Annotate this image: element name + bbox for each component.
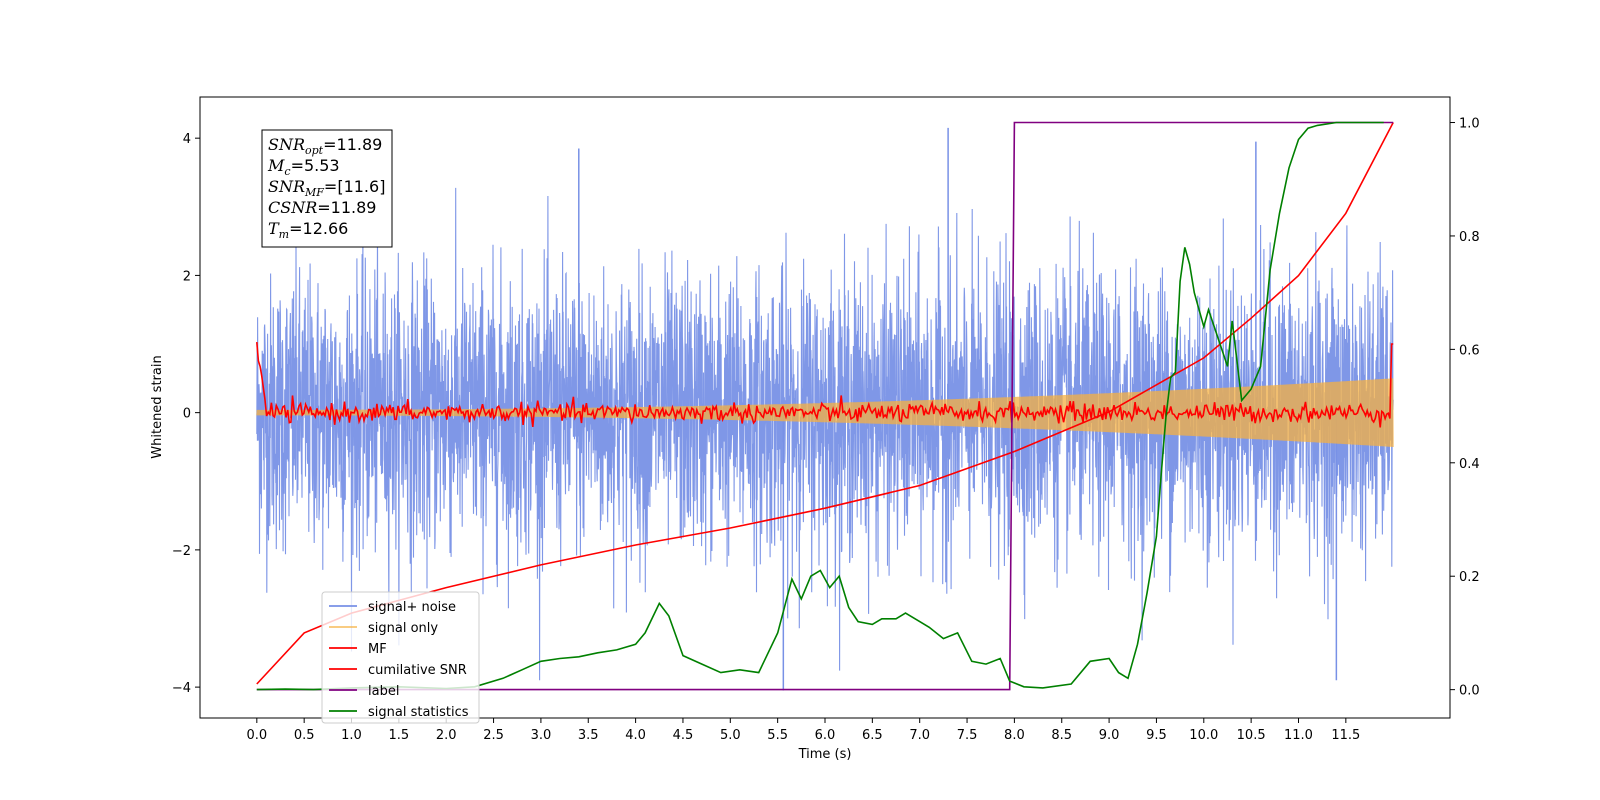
x-tick-label: 11.5 xyxy=(1331,728,1360,743)
annotation-line: SNRMF=[11.6] xyxy=(268,177,385,199)
x-tick-label: 7.5 xyxy=(957,728,978,743)
x-tick-label: 1.5 xyxy=(389,728,410,743)
series-label xyxy=(256,121,1394,691)
y-tick-label-right: 0.2 xyxy=(1459,570,1480,585)
stats-annotation-box: SNRopt=11.89Mc=5.53SNRMF=[11.6]CSNR=11.8… xyxy=(261,129,393,248)
x-tick-label: 3.5 xyxy=(578,728,599,743)
y-axis-label: Whitened strain xyxy=(150,355,165,458)
series-mf xyxy=(256,342,1394,428)
x-tick-label: 4.0 xyxy=(625,728,646,743)
y-tick-label-left: −2 xyxy=(172,544,191,559)
axes-layer: 0.0 0.5 1.0 1.5 2.0 2.5 3.0 3.5 4.0 4.5 5.0 5.5 6.0 6… xyxy=(172,117,1480,743)
x-tick-label: 6.5 xyxy=(862,728,883,743)
annotation-line: CSNR=11.89 xyxy=(268,198,376,217)
x-tick-label: 10.0 xyxy=(1189,728,1218,743)
x-tick-label: 4.5 xyxy=(673,728,694,743)
annotation-frame xyxy=(261,129,393,248)
y-tick-label-right: 1.0 xyxy=(1459,117,1480,132)
x-tick-label: 9.5 xyxy=(1146,728,1167,743)
x-tick-label: 3.0 xyxy=(531,728,552,743)
y-tick-label-right: 0.6 xyxy=(1459,343,1480,358)
x-tick-label: 10.5 xyxy=(1237,728,1266,743)
x-tick-label: 2.0 xyxy=(436,728,457,743)
x-tick-label: 5.5 xyxy=(767,728,788,743)
x-tick-label: 5.0 xyxy=(720,728,741,743)
legend-frame xyxy=(321,591,480,724)
legend-label: signal statistics xyxy=(368,705,469,720)
series-signal-noise-peaks xyxy=(578,127,1338,691)
x-tick-label: 11.0 xyxy=(1284,728,1313,743)
legend-label: MF xyxy=(368,642,387,657)
legend-label: signal only xyxy=(368,621,438,636)
x-tick-label: 2.5 xyxy=(483,728,504,743)
y-tick-label-left: 2 xyxy=(183,269,191,284)
y-tick-label-left: 4 xyxy=(183,132,191,147)
annotation-line: Tm=12.66 xyxy=(268,219,348,241)
x-axis-label: Time (s) xyxy=(798,747,852,762)
x-tick-label: 9.0 xyxy=(1099,728,1120,743)
x-tick-label: 7.0 xyxy=(909,728,930,743)
y-tick-label-left: 0 xyxy=(183,407,191,422)
legend-label: cumilative SNR xyxy=(368,663,467,678)
y-tick-label-right: 0.8 xyxy=(1459,230,1480,245)
y-tick-label-left: −4 xyxy=(172,681,191,696)
x-tick-label: 1.0 xyxy=(341,728,362,743)
x-tick-label: 8.0 xyxy=(1004,728,1025,743)
x-tick-label: 8.5 xyxy=(1051,728,1072,743)
legend: signal+ noise signal only MF cumilative SNR… xyxy=(321,591,480,724)
x-tick-label: 0.5 xyxy=(294,728,315,743)
y-tick-label-right: 0.0 xyxy=(1459,684,1480,699)
annotation-line: Mc=5.53 xyxy=(267,156,340,178)
legend-label: label xyxy=(368,684,399,699)
legend-label: signal+ noise xyxy=(368,600,456,615)
annotation-line: SNRopt=11.89 xyxy=(268,135,382,157)
x-tick-label: 6.0 xyxy=(815,728,836,743)
x-tick-label: 0.0 xyxy=(246,728,267,743)
series-signal-statistics xyxy=(256,121,1384,691)
y-tick-label-right: 0.4 xyxy=(1459,457,1480,472)
